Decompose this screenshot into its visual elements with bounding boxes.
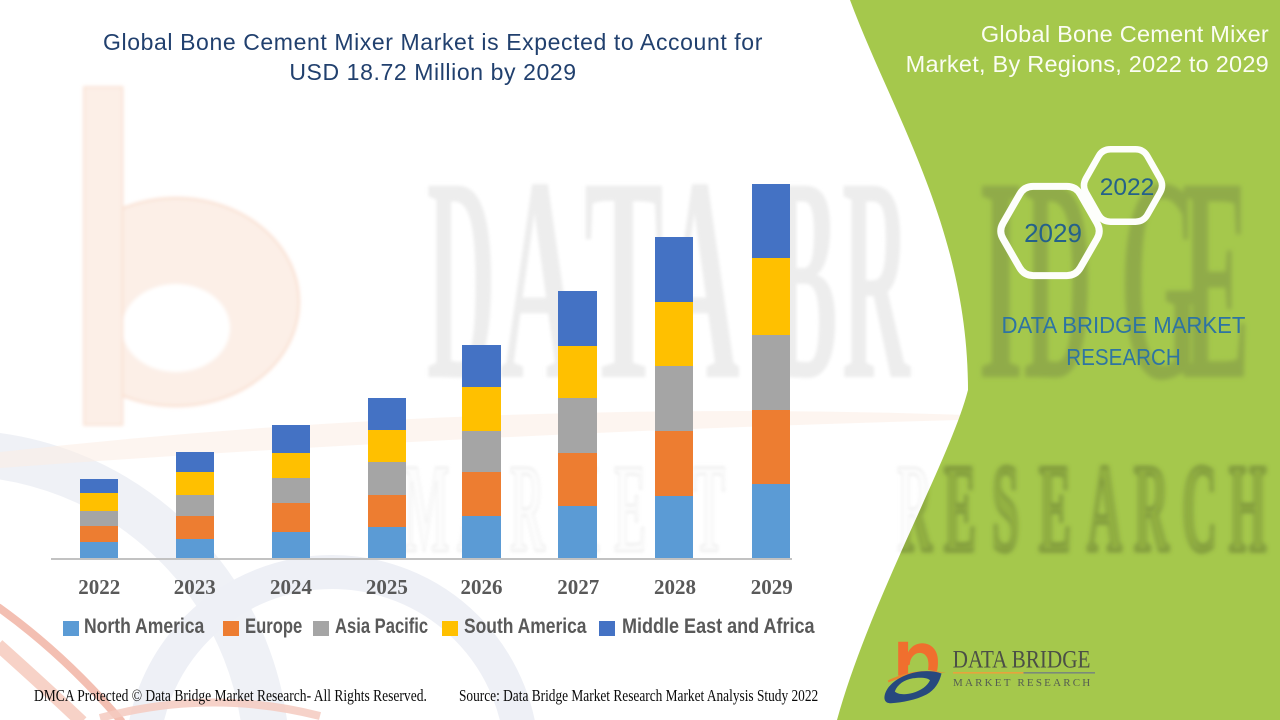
svg-text:2022: 2022 <box>1100 174 1155 201</box>
svg-text:2029: 2029 <box>1024 218 1082 248</box>
svg-text:R: R <box>897 437 933 578</box>
svg-text:H: H <box>1229 437 1267 578</box>
svg-text:E: E <box>614 437 646 578</box>
svg-text:T: T <box>693 437 725 578</box>
svg-text:E: E <box>1039 437 1071 578</box>
svg-text:M: M <box>404 437 450 578</box>
svg-text:S: S <box>992 437 1019 578</box>
svg-text:R: R <box>842 117 911 440</box>
svg-text:DATA BRIDGE: DATA BRIDGE <box>953 646 1091 674</box>
svg-text:I: I <box>978 118 1023 441</box>
svg-text:R: R <box>510 437 546 578</box>
svg-text:MARKET RESEARCH: MARKET RESEARCH <box>953 677 1092 689</box>
svg-text:C: C <box>1182 437 1217 578</box>
svg-text:T: T <box>584 118 664 441</box>
svg-text:A: A <box>1087 437 1122 578</box>
svg-text:E: E <box>944 437 976 578</box>
svg-text:E: E <box>1182 118 1250 441</box>
svg-text:R: R <box>1134 437 1170 578</box>
svg-text:R: R <box>842 117 911 440</box>
